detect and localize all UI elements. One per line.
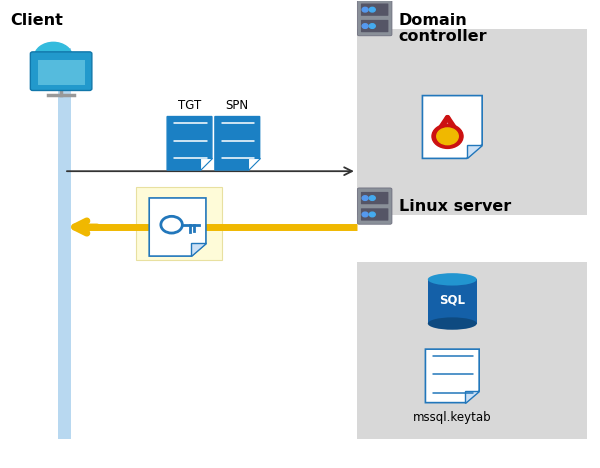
FancyBboxPatch shape [361, 208, 388, 220]
Text: TGT: TGT [178, 99, 201, 112]
Circle shape [34, 42, 73, 72]
Circle shape [362, 24, 368, 29]
Circle shape [369, 24, 375, 29]
FancyBboxPatch shape [38, 60, 85, 85]
Circle shape [437, 128, 458, 145]
Polygon shape [149, 198, 206, 256]
Circle shape [369, 212, 375, 217]
Polygon shape [167, 117, 212, 170]
FancyBboxPatch shape [358, 188, 392, 224]
Ellipse shape [428, 317, 477, 330]
FancyBboxPatch shape [428, 279, 477, 323]
FancyBboxPatch shape [361, 192, 388, 204]
Polygon shape [422, 95, 482, 158]
FancyBboxPatch shape [361, 20, 388, 32]
FancyBboxPatch shape [357, 29, 587, 215]
Text: SPN: SPN [226, 99, 249, 112]
Text: Linux server: Linux server [398, 199, 511, 214]
Circle shape [362, 196, 368, 200]
Circle shape [369, 7, 375, 12]
Circle shape [432, 124, 463, 148]
Ellipse shape [428, 273, 477, 285]
FancyBboxPatch shape [58, 48, 71, 439]
Polygon shape [248, 158, 260, 170]
FancyBboxPatch shape [361, 3, 388, 16]
Text: Domain
controller: Domain controller [398, 13, 487, 44]
FancyBboxPatch shape [136, 188, 223, 260]
Polygon shape [215, 117, 260, 170]
Text: mssql.keytab: mssql.keytab [413, 411, 491, 424]
Text: SQL: SQL [439, 293, 465, 306]
Text: Client: Client [10, 13, 63, 28]
Polygon shape [425, 349, 479, 402]
FancyBboxPatch shape [31, 52, 92, 90]
Polygon shape [467, 145, 482, 158]
Polygon shape [465, 391, 479, 402]
Circle shape [362, 212, 368, 217]
Ellipse shape [32, 66, 74, 86]
Polygon shape [191, 243, 206, 256]
Circle shape [362, 7, 368, 12]
Polygon shape [200, 158, 212, 170]
Circle shape [369, 196, 375, 200]
FancyBboxPatch shape [358, 0, 392, 36]
FancyBboxPatch shape [357, 262, 587, 439]
